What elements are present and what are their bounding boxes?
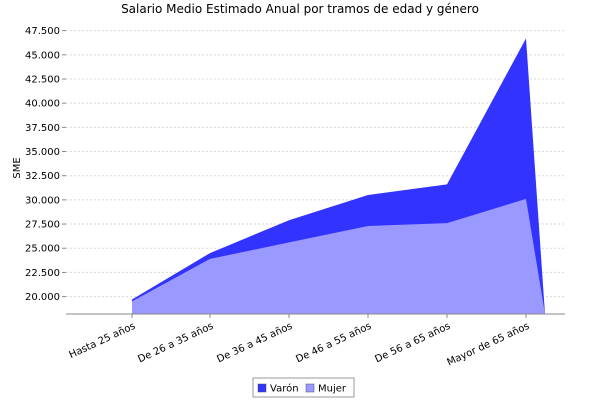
y-axis-ticks: 20.000 22.500 25.000 27.500 30.000 32.500 35.0…: [25, 26, 66, 303]
chart-title: Salario Medio Estimado Anual por tramos …: [121, 2, 479, 16]
y-tick-label: 30.000: [25, 195, 60, 206]
x-tick-label: De 56 a 65 años: [373, 321, 452, 366]
x-axis-ticks: Hasta 25 años De 26 a 35 años De 36 a 45 a…: [68, 314, 532, 369]
series-area-mujer: [132, 198, 545, 314]
legend: Varón Mujer: [252, 377, 355, 398]
y-tick-label: 42.500: [25, 74, 60, 85]
x-tick-label: Mayor de 65 años: [446, 321, 532, 369]
y-tick-label: 32.500: [25, 171, 60, 182]
x-tick-label: De 26 a 35 años: [136, 321, 215, 366]
legend-label: Mujer: [318, 384, 347, 395]
x-tick-label: Hasta 25 años: [68, 321, 138, 361]
y-tick-label: 47.500: [25, 26, 60, 37]
y-tick-label: 40.000: [25, 99, 60, 110]
x-tick-label: De 36 a 45 años: [215, 321, 294, 366]
legend-box: [252, 377, 355, 398]
y-tick-label: 35.000: [25, 147, 60, 158]
y-tick-label: 25.000: [25, 244, 60, 255]
series-areas: [132, 38, 545, 314]
y-tick-label: 27.500: [25, 220, 60, 231]
y-tick-label: 20.000: [25, 292, 60, 303]
y-tick-label: 45.000: [25, 50, 60, 61]
y-tick-label: 22.500: [25, 268, 60, 279]
x-tick-label: De 46 a 55 años: [294, 321, 373, 366]
legend-swatch: [257, 383, 267, 393]
y-tick-label: 37.500: [25, 123, 60, 134]
y-axis-label: SME: [12, 157, 23, 178]
legend-label: Varón: [270, 383, 299, 395]
legend-swatch: [305, 383, 315, 393]
